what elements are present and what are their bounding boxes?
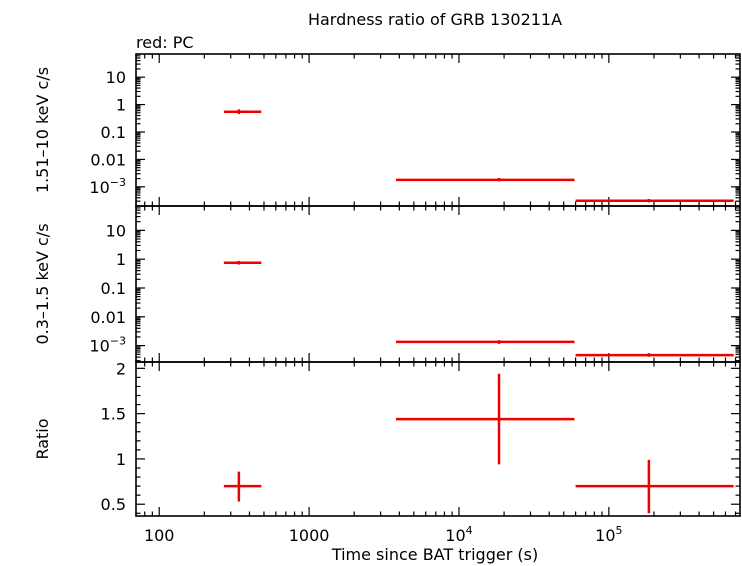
data-point xyxy=(223,260,262,265)
y-tick-label: 1.5 xyxy=(101,405,126,424)
panel-frame xyxy=(135,53,741,207)
y-tick-label: 0.5 xyxy=(101,495,126,514)
panel-frame xyxy=(135,205,741,363)
data-point xyxy=(575,199,734,203)
y-tick-label: 1 xyxy=(116,250,126,269)
y-axis-label: 1.51–10 keV c/s xyxy=(33,67,52,193)
chart-subtitle: red: PC xyxy=(136,33,194,52)
y-tick-label: 0.01 xyxy=(90,150,126,169)
panel-frame xyxy=(135,361,741,517)
panel-soft: 10 1 0.1 0.01 10−3 0.3–1.5 keV c/s xyxy=(33,205,741,363)
data-point xyxy=(395,340,575,344)
x-axis-label: Time since BAT trigger (s) xyxy=(331,545,538,564)
x-tick-label: 1000 xyxy=(289,526,330,545)
data-point xyxy=(575,459,734,514)
data-point xyxy=(223,109,262,115)
data-point xyxy=(395,373,575,465)
y-axis-label: 0.3–1.5 keV c/s xyxy=(33,223,52,344)
y-tick-label: 0.1 xyxy=(101,123,126,142)
y-tick-label: 10−3 xyxy=(89,335,126,356)
x-tick-label: 100 xyxy=(144,526,175,545)
y-tick-label: 10 xyxy=(106,68,126,87)
x-tick-label: 104 xyxy=(445,524,472,545)
panel-hard: 10 1 0.1 0.01 10−3 1.51–10 keV c/s xyxy=(33,53,741,207)
y-tick-label: 1 xyxy=(116,96,126,115)
y-axis-label: Ratio xyxy=(33,418,52,459)
y-tick-label-exponent: −3 xyxy=(110,176,126,189)
y-tick-label-exponent: −3 xyxy=(110,335,126,348)
y-tick-label: 2 xyxy=(116,359,126,378)
data-point xyxy=(575,353,734,357)
y-tick-label: 0.1 xyxy=(101,279,126,298)
x-tick-label-exponent: 5 xyxy=(616,524,623,537)
data-point xyxy=(395,178,575,182)
x-tick-label-exponent: 4 xyxy=(466,524,473,537)
y-tick-label: 1 xyxy=(116,450,126,469)
x-tick-label: 105 xyxy=(595,524,622,545)
y-tick-label: 0.01 xyxy=(90,308,126,327)
y-tick-label: 10−3 xyxy=(89,176,126,197)
chart-title: Hardness ratio of GRB 130211A xyxy=(308,10,562,29)
data-point xyxy=(223,471,262,502)
panel-ratio: 2 1.5 1 0.5 Ratio xyxy=(33,359,741,517)
y-tick-label: 10 xyxy=(106,221,126,240)
